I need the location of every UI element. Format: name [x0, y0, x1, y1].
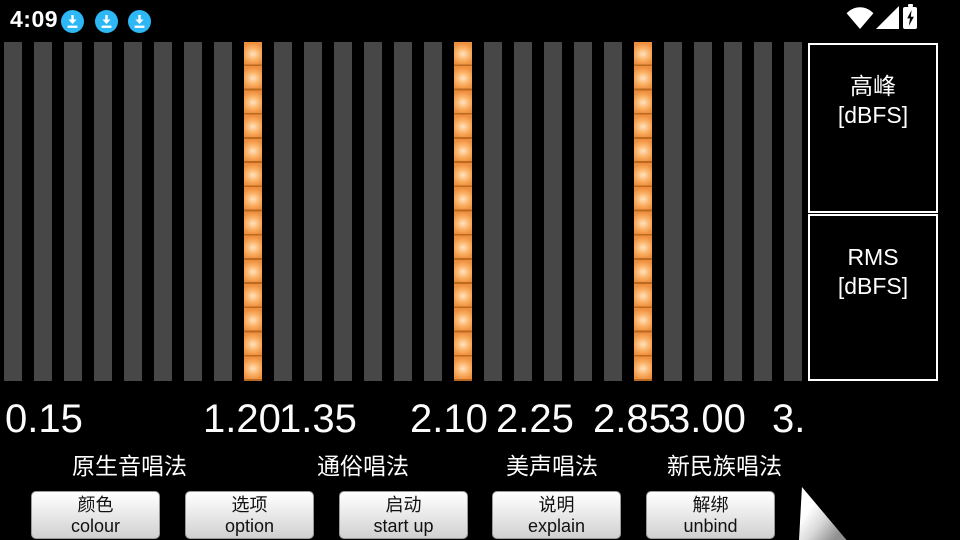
start-up-button-label-zh: 启动: [385, 495, 422, 515]
partial-button-corner[interactable]: [799, 487, 847, 540]
download-icon: [95, 10, 118, 33]
freq-label: 2.10: [410, 397, 488, 441]
unbind-button-label-zh: 解绑: [692, 495, 729, 515]
meter-bar: [334, 42, 352, 381]
meter-bar: [424, 42, 442, 381]
meter-bar: [394, 42, 412, 381]
category-label: 新民族唱法: [667, 453, 782, 479]
meter-bar: [484, 42, 502, 381]
colour-button-label-en: colour: [70, 516, 121, 536]
meter-bar: [274, 42, 292, 381]
peak-label-line2: [dBFS]: [837, 102, 909, 128]
download-arrow-glyph: [67, 15, 78, 28]
status-bar: 4:09: [0, 0, 960, 40]
meter-bar: [124, 42, 142, 381]
rms-display-box: RMS [dBFS]: [808, 214, 938, 381]
meter-bar: [664, 42, 682, 381]
freq-label: 0.15: [5, 397, 83, 441]
rms-label-line2: [dBFS]: [837, 273, 909, 299]
start-up-button[interactable]: 启动 start up: [339, 491, 468, 539]
explain-button-label-zh: 说明: [538, 495, 575, 515]
meter-bar: [64, 42, 82, 381]
clock: 4:09: [10, 6, 59, 32]
freq-label: 2.85: [593, 397, 671, 441]
meter-bar: [214, 42, 232, 381]
meter-bar: [514, 42, 532, 381]
meter-bar: [94, 42, 112, 381]
meter-bar: [364, 42, 382, 381]
side-panel: 高峰 [dBFS] RMS [dBFS]: [803, 41, 960, 382]
meter-bar-active: [454, 42, 472, 381]
meter-bar: [544, 42, 562, 381]
meter-bar: [304, 42, 322, 381]
meter-bars: [0, 42, 960, 381]
freq-label: 1.20: [203, 397, 281, 441]
meter-bar-active: [244, 42, 262, 381]
category-label: 通俗唱法: [317, 453, 409, 479]
download-icon: [61, 10, 84, 33]
explain-button[interactable]: 说明 explain: [492, 491, 621, 539]
start-up-button-label-en: start up: [373, 516, 434, 536]
meter-bar: [784, 42, 802, 381]
meter-bar: [154, 42, 172, 381]
meter-bar: [604, 42, 622, 381]
freq-label: 2.25: [496, 397, 574, 441]
category-label: 美声唱法: [506, 453, 598, 479]
battery-body: [903, 7, 917, 29]
meter-bar: [694, 42, 712, 381]
option-button-label-en: option: [224, 516, 275, 536]
meter-bar: [34, 42, 52, 381]
freq-label: 1.35: [279, 397, 357, 441]
download-icon: [128, 10, 151, 33]
option-button-label-zh: 选项: [231, 495, 268, 515]
meter-bar: [4, 42, 22, 381]
colour-button[interactable]: 颜色 colour: [31, 491, 160, 539]
wifi-icon: [846, 7, 874, 29]
freq-label: 3.: [772, 397, 806, 441]
freq-label: 3.00: [668, 397, 746, 441]
colour-button-label-zh: 颜色: [77, 495, 114, 515]
peak-display-box: 高峰 [dBFS]: [808, 43, 938, 213]
unbind-button[interactable]: 解绑 unbind: [646, 491, 775, 539]
download-arrow-glyph: [134, 15, 145, 28]
signal-icon: [876, 6, 899, 29]
peak-label-line1: 高峰: [850, 73, 896, 99]
meter-bar: [184, 42, 202, 381]
meter-bar: [754, 42, 772, 381]
category-label: 原生音唱法: [72, 453, 187, 479]
meter-bar-active: [634, 42, 652, 381]
unbind-button-label-en: unbind: [683, 516, 738, 536]
battery-nub: [908, 4, 913, 7]
rms-label-line1: RMS: [847, 244, 899, 270]
explain-button-label-en: explain: [527, 516, 586, 536]
charging-bolt-icon: [906, 10, 914, 26]
meter-bar: [724, 42, 742, 381]
option-button[interactable]: 选项 option: [185, 491, 314, 539]
download-arrow-glyph: [101, 15, 112, 28]
battery-charging-icon: [903, 4, 918, 30]
meter-bar: [574, 42, 592, 381]
